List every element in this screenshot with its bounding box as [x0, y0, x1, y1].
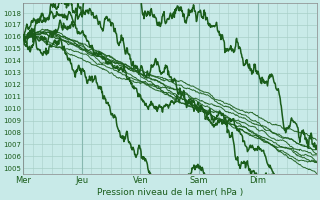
- X-axis label: Pression niveau de la mer( hPa ): Pression niveau de la mer( hPa ): [97, 188, 243, 197]
